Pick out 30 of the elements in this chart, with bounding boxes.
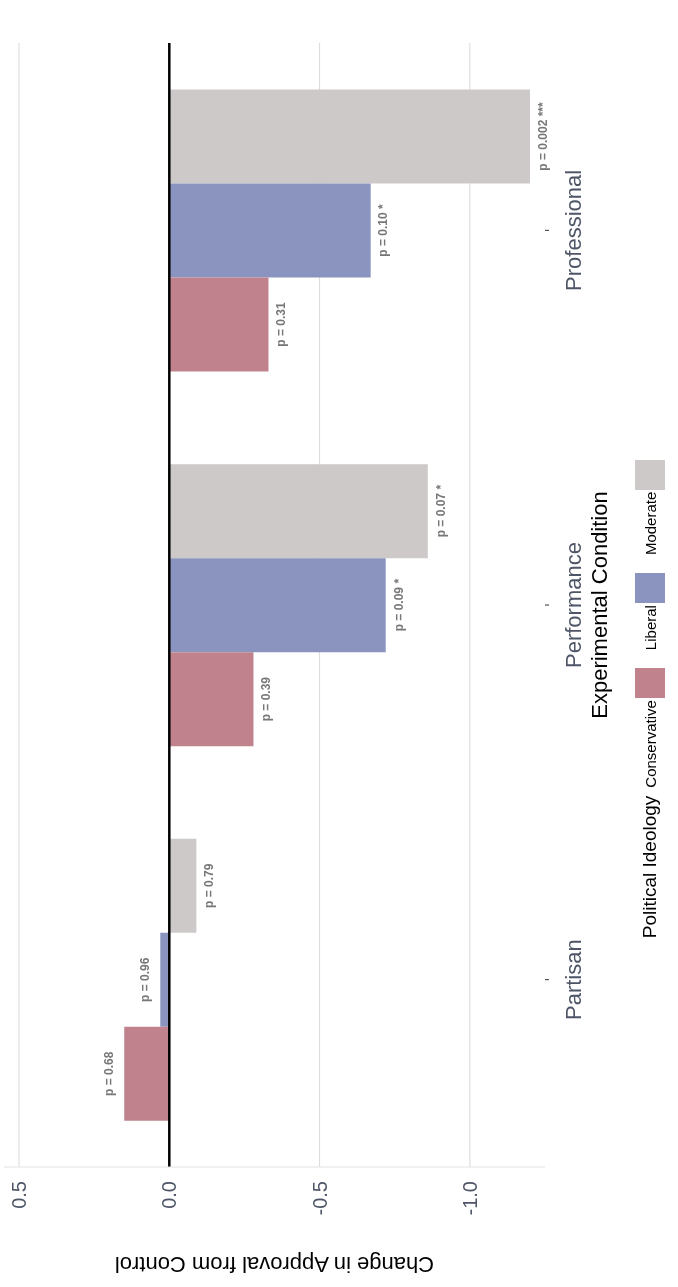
bar (169, 558, 386, 653)
annotation: p = 0.68 (102, 1051, 117, 1096)
bar (169, 652, 254, 747)
annotation: p = 0.07 * (433, 484, 448, 538)
bar (169, 838, 197, 933)
y-tick-label: Partisan (561, 939, 586, 1021)
legend-title: Political Ideology (639, 795, 661, 939)
legend-label: Moderate (641, 491, 659, 556)
annotation: p = 0.10 * (376, 203, 391, 257)
annotation: p = 0.96 (138, 957, 153, 1002)
bar (169, 464, 428, 559)
y-tick-label: Professional (561, 169, 586, 291)
annotation: p = 0.09 * (391, 578, 406, 632)
bar (124, 1026, 170, 1121)
bar (169, 183, 371, 278)
annotation: p = 0.31 (274, 301, 289, 347)
legend-label: Liberal (641, 605, 659, 651)
legend-label: Conservative (641, 700, 659, 788)
bar (169, 89, 530, 184)
x-tick-label: 0.0 (158, 1181, 181, 1209)
x-tick-label: 0.5 (8, 1181, 31, 1209)
annotation: p = 0.79 (202, 863, 217, 908)
y-tick-label: Performance (561, 542, 586, 668)
y-axis-title: Experimental Condition (586, 490, 613, 721)
x-tick-label: -0.5 (308, 1181, 331, 1216)
x-tick-label: -1.0 (458, 1181, 481, 1216)
annotation: p = 0.39 (259, 676, 274, 722)
x-axis-title: Change in Approval from Control (114, 1252, 435, 1277)
bar (169, 277, 269, 372)
annotation: p = 0.002 *** (535, 101, 550, 171)
